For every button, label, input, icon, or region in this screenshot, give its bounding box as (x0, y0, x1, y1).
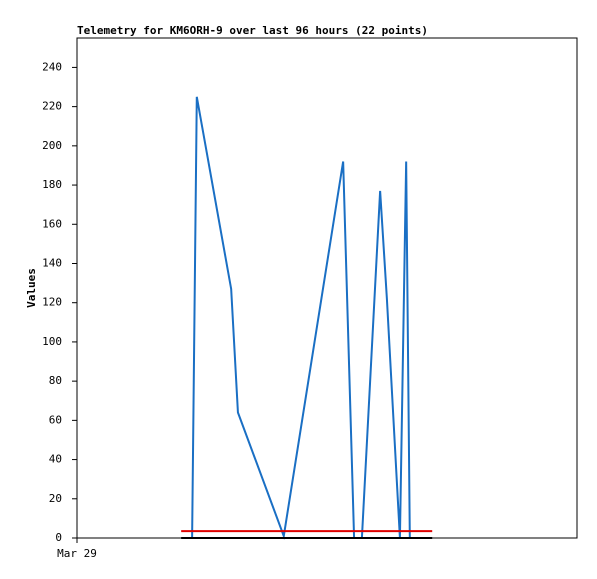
y-tick-label: 100 (42, 335, 62, 348)
y-tick-label: 160 (42, 217, 62, 230)
y-axis-label: Values (25, 268, 38, 308)
y-tick-label: 60 (49, 413, 62, 426)
y-tick-label: 0 (55, 531, 62, 544)
y-tick-label: 40 (49, 453, 62, 466)
y-tick-label: 200 (42, 139, 62, 152)
y-tick-label: 80 (49, 374, 62, 387)
y-tick-label: 220 (42, 100, 62, 113)
y-tick-label: 140 (42, 256, 62, 269)
y-tick-label: 240 (42, 60, 62, 73)
y-tick-label: 120 (42, 296, 62, 309)
x-tick-label: Mar 29 (57, 547, 97, 560)
y-tick-label: 20 (49, 492, 62, 505)
y-tick-label: 180 (42, 178, 62, 191)
chart-title: Telemetry for KM6ORH-9 over last 96 hour… (77, 24, 428, 37)
